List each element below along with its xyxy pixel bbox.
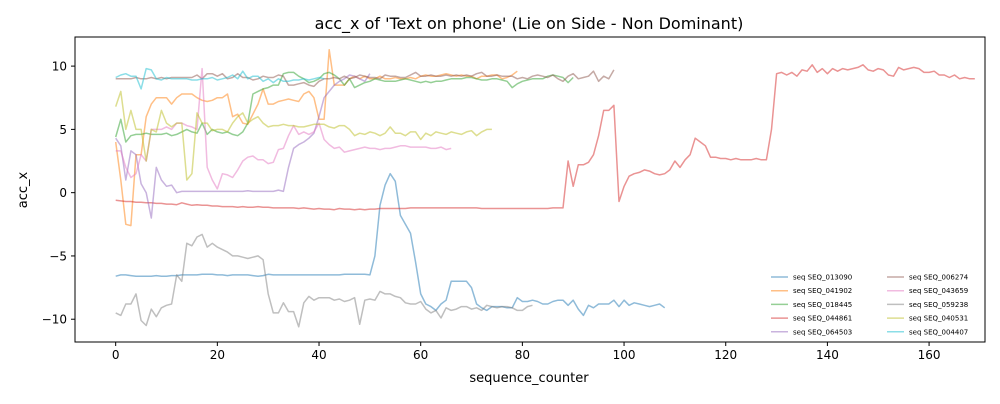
y-tick-label: 10	[52, 60, 67, 74]
series-line-seq-seq_018445	[114, 71, 574, 143]
legend-label: seq SEQ_018445	[793, 301, 852, 309]
x-tick-label: 0	[112, 348, 120, 362]
plot-area-frame	[74, 36, 986, 343]
legend-label: seq SEQ_040531	[909, 315, 968, 323]
x-tick-label: 60	[413, 348, 428, 362]
series-line-seq-seq_059238	[115, 233, 533, 328]
y-tick-label: 5	[59, 123, 67, 137]
y-axis: −10 −5 0 5 10	[42, 60, 75, 327]
legend-label: seq SEQ_006274	[909, 274, 969, 282]
chart-title: acc_x of 'Text on phone' (Lie on Side - …	[315, 14, 744, 34]
x-tick-label: 160	[918, 348, 941, 362]
legend-label: seq SEQ_043659	[909, 287, 968, 295]
x-tick-label: 40	[311, 348, 326, 362]
legend-label: seq SEQ_004407	[909, 328, 968, 336]
x-tick-label: 120	[714, 348, 737, 362]
series-line-seq-seq_013090	[115, 172, 666, 317]
x-tick-label: 100	[613, 348, 636, 362]
y-tick-label: −5	[49, 249, 67, 263]
y-tick-label: 0	[59, 186, 67, 200]
legend-label: seq SEQ_041902	[793, 287, 852, 295]
legend-label: seq SEQ_044861	[793, 315, 852, 323]
legend-label: seq SEQ_013090	[793, 274, 852, 282]
series-line-seq-seq_064503	[115, 73, 371, 219]
series-line-seq-seq_006274	[115, 69, 615, 88]
x-tick-label: 80	[515, 348, 530, 362]
series-line-seq-seq_041902	[114, 48, 518, 227]
legend-label: seq SEQ_064503	[793, 328, 852, 336]
legend-label: seq SEQ_059238	[909, 301, 968, 309]
x-tick-label: 20	[210, 348, 225, 362]
x-axis: 0 20 40 60 80 100 120 140 160	[112, 342, 941, 362]
series-line-seq-seq_040531	[114, 90, 492, 181]
x-axis-label: sequence_counter	[469, 371, 589, 386]
x-tick-label: 140	[816, 348, 839, 362]
series-line-seq-seq_044861	[115, 64, 975, 211]
series-line-seq-seq_004407	[115, 67, 325, 90]
y-axis-label: acc_x	[16, 171, 31, 208]
series-line-seq-seq_043659	[115, 67, 452, 190]
y-tick-label: −10	[42, 313, 67, 327]
series-group	[114, 48, 975, 328]
